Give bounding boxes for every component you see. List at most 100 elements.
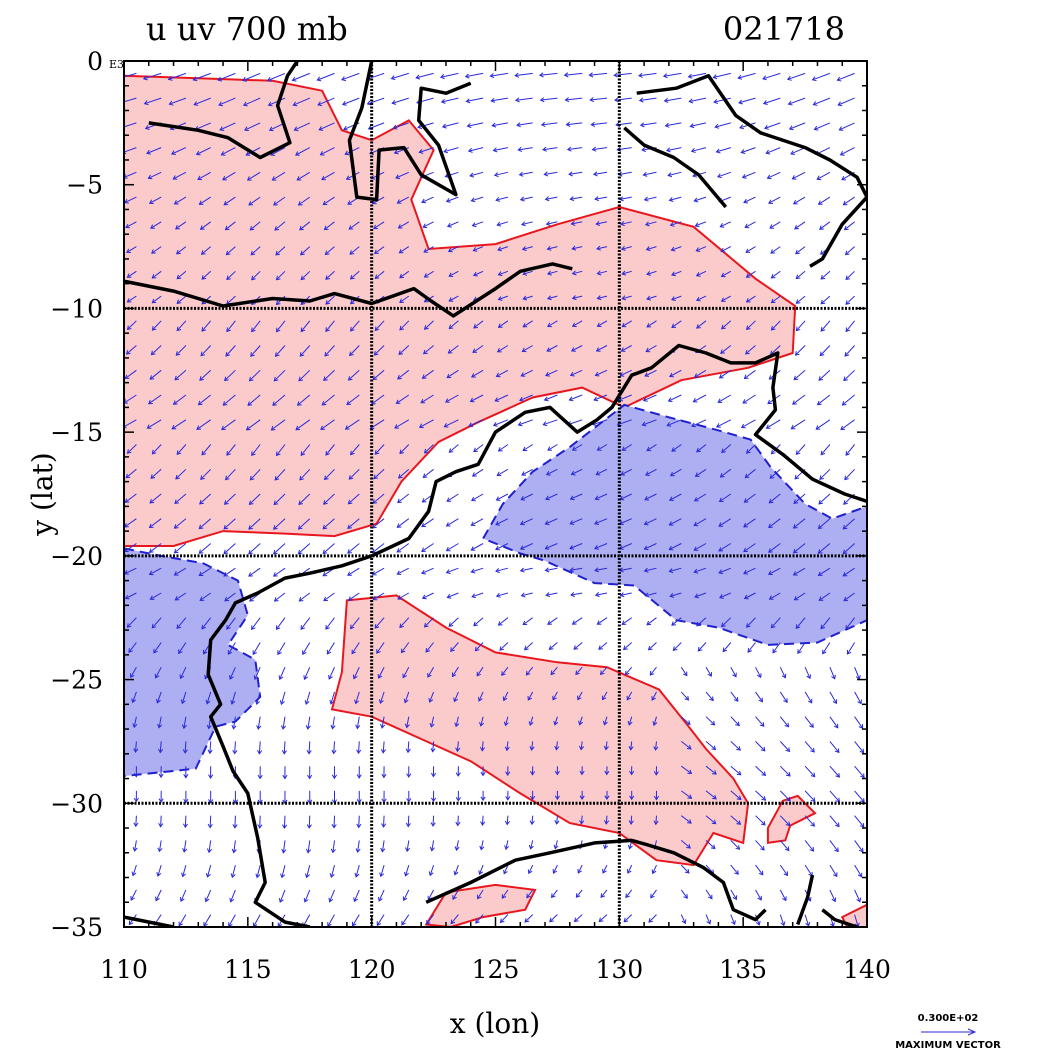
wind-vector-head	[226, 327, 231, 333]
wind-vector-head	[322, 571, 328, 577]
wind-vector-head	[251, 451, 256, 457]
wind-vector-head	[428, 871, 434, 877]
wind-vector	[158, 716, 162, 728]
wind-vector	[273, 493, 286, 505]
wind-vector	[820, 270, 831, 280]
wind-vector-head	[148, 399, 153, 405]
wind-vector	[125, 592, 137, 600]
wind-vector	[571, 221, 583, 225]
wind-vector	[680, 889, 688, 899]
wind-vector-head	[178, 921, 184, 927]
wind-vector	[308, 741, 311, 754]
wind-vector	[755, 889, 762, 901]
wind-vector-head	[495, 521, 501, 526]
wind-vector	[471, 567, 484, 573]
coastlines	[124, 61, 867, 927]
wind-vector	[645, 468, 657, 476]
wind-vector	[594, 543, 608, 550]
coastline-7	[206, 554, 373, 927]
wind-vector-head	[230, 699, 236, 705]
wind-vector-head	[669, 372, 674, 378]
wind-vector-head	[472, 348, 478, 353]
wind-vector	[353, 889, 360, 902]
wind-vector	[299, 345, 311, 357]
wind-vector	[283, 815, 286, 829]
wind-vector-head	[417, 124, 423, 130]
wind-vector	[252, 642, 261, 655]
wind-vector	[317, 97, 335, 106]
wind-vector-head	[448, 622, 454, 627]
wind-vector-head	[695, 272, 701, 277]
wind-vector	[450, 642, 459, 652]
wind-vector	[250, 345, 261, 357]
wind-vector	[152, 320, 162, 331]
wind-vector	[574, 914, 583, 922]
wind-vector-head	[469, 397, 475, 403]
wind-vector-head	[718, 547, 723, 552]
wind-vector	[276, 270, 286, 281]
wind-vector	[424, 320, 434, 330]
wind-vector	[417, 122, 434, 128]
wind-vector	[323, 493, 335, 505]
wind-vector-head	[790, 424, 796, 430]
wind-vector	[596, 246, 608, 250]
wind-vector-head	[398, 248, 404, 254]
wind-vector	[820, 295, 831, 305]
wind-vector	[813, 97, 831, 106]
wind-vector	[182, 864, 187, 877]
wind-vector-head	[176, 450, 182, 455]
wind-vector-head	[151, 623, 157, 629]
wind-vector	[770, 345, 781, 355]
wind-vector	[472, 468, 484, 477]
wind-vector-head	[845, 625, 850, 630]
wind-vector-head	[195, 150, 201, 156]
wind-vector	[644, 196, 657, 201]
wind-vector-head	[245, 151, 251, 156]
wind-vector-head	[226, 275, 231, 281]
wind-vector	[333, 815, 335, 828]
wind-vector	[397, 518, 410, 528]
wind-vector	[226, 246, 236, 255]
wind-vector	[501, 666, 509, 676]
wind-vector-head	[794, 474, 800, 480]
x-tick-label: 140	[843, 955, 891, 984]
wind-vector-head	[401, 920, 406, 926]
wind-vector	[648, 642, 657, 651]
wind-vector-head	[792, 571, 798, 576]
wind-vector-head	[687, 794, 693, 799]
wind-vector	[645, 345, 657, 352]
wind-vector-head	[820, 275, 826, 280]
wind-vector-head	[696, 621, 701, 627]
wind-vector	[746, 295, 756, 303]
wind-vector-head	[473, 621, 478, 627]
wind-vector-head	[496, 471, 502, 477]
wind-vector-head	[174, 499, 179, 504]
wind-vector	[622, 295, 632, 300]
wind-vector	[522, 320, 533, 328]
wind-vector	[721, 295, 732, 302]
wind-vector-head	[590, 121, 596, 127]
wind-vector	[300, 444, 311, 456]
wind-vector	[422, 369, 434, 379]
wind-vector-head	[396, 523, 402, 528]
wind-vector	[209, 815, 212, 828]
wind-vector	[373, 468, 385, 479]
wind-vector	[696, 295, 707, 301]
wind-vector-head	[646, 270, 652, 276]
wind-vector-head	[133, 773, 139, 778]
wind-vector-head	[662, 73, 668, 79]
wind-vector-head	[151, 326, 157, 331]
wind-vector	[646, 320, 657, 328]
wind-vector-head	[833, 723, 839, 729]
wind-vector	[521, 221, 533, 226]
wind-vector-head	[770, 325, 776, 331]
wind-vector	[282, 840, 286, 853]
wind-vector	[175, 221, 187, 230]
wind-vector	[530, 840, 534, 849]
wind-vector	[595, 493, 608, 500]
wind-vector	[273, 543, 286, 555]
wind-vector	[743, 196, 756, 203]
wind-vector-head	[224, 596, 230, 602]
wind-vector	[793, 567, 806, 576]
wind-vector	[688, 72, 707, 78]
